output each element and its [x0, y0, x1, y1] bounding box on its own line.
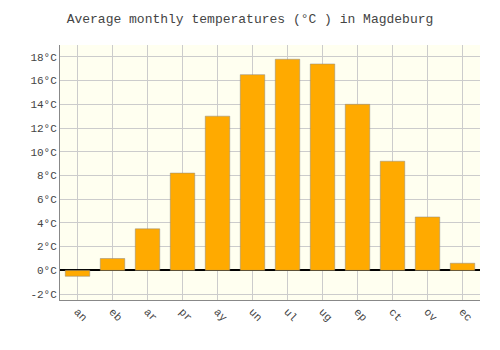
svg-text:2°C: 2°C [37, 241, 57, 253]
svg-text:Average monthly temperatures (: Average monthly temperatures (°C ) in Ma… [67, 12, 434, 27]
svg-text:16°C: 16°C [30, 75, 57, 87]
svg-text:ep: ep [351, 306, 369, 324]
svg-text:ar: ar [141, 306, 159, 324]
svg-text:pr: pr [176, 306, 194, 324]
svg-text:-2°C: -2°C [30, 289, 57, 301]
svg-text:18°C: 18°C [30, 52, 57, 64]
svg-text:ct: ct [386, 306, 404, 324]
svg-text:ug: ug [316, 306, 334, 324]
svg-text:an: an [71, 306, 89, 324]
svg-text:ul: ul [281, 306, 299, 324]
svg-text:0°C: 0°C [37, 265, 57, 277]
svg-text:un: un [246, 306, 264, 324]
svg-text:4°C: 4°C [37, 218, 57, 230]
svg-text:eb: eb [106, 306, 124, 324]
svg-text:12°C: 12°C [30, 123, 57, 135]
svg-text:ay: ay [211, 306, 229, 324]
svg-text:14°C: 14°C [30, 99, 57, 111]
svg-text:6°C: 6°C [37, 194, 57, 206]
svg-text:10°C: 10°C [30, 147, 57, 159]
svg-text:8°C: 8°C [37, 170, 57, 182]
svg-text:ov: ov [421, 306, 439, 324]
svg-text:ec: ec [456, 306, 474, 324]
